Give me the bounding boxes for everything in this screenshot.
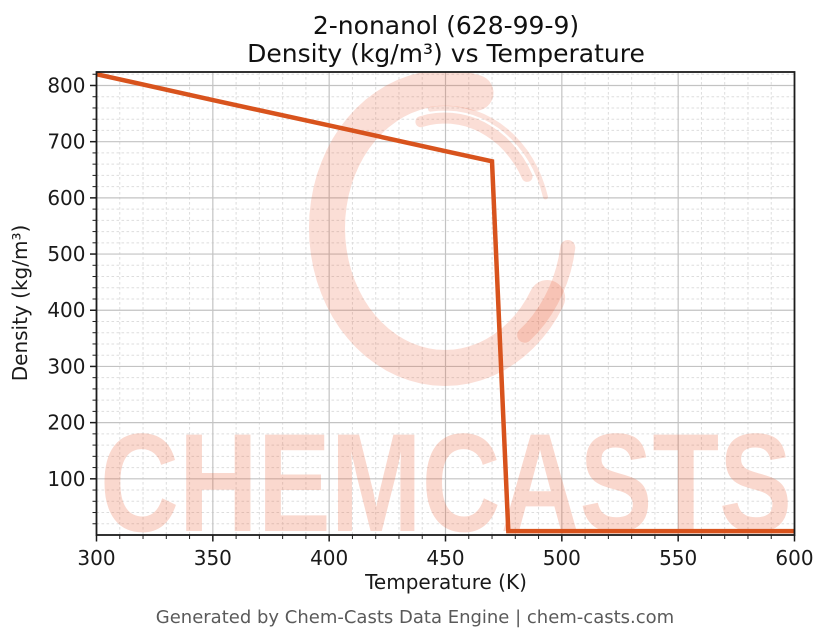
x-tick-label: 550 (659, 546, 697, 570)
y-tick-label: 800 (47, 73, 85, 97)
chemcasts-c-swirl-logo-icon (308, 72, 576, 387)
x-axis-label: Temperature (K) (364, 570, 527, 594)
watermark-group: CHEMCASTS (100, 72, 792, 561)
chemcasts-logo-stroke (428, 105, 548, 200)
x-tick-label: 450 (426, 546, 464, 570)
chart-title-line1: 2-nonanol (628-99-9) (313, 11, 579, 40)
y-tick-label: 300 (47, 354, 85, 378)
footer-credit: Generated by Chem-Casts Data Engine | ch… (156, 607, 674, 628)
density-line (96, 72, 795, 534)
y-tick-label: 500 (47, 242, 85, 266)
axis-ticks (90, 73, 796, 542)
x-tick-label: 600 (775, 546, 813, 570)
axis-tick-labels: 300 350 400 450 500 550 600 100 200 300 400 500 600 7… (47, 73, 813, 570)
y-tick-label: 100 (47, 467, 85, 491)
y-tick-label: 600 (47, 186, 85, 210)
x-tick-label: 350 (194, 546, 232, 570)
watermark-text: CHEMCASTS (100, 404, 792, 561)
x-tick-label: 300 (77, 546, 115, 570)
y-axis-label: Density (kg/m³) (8, 225, 32, 382)
density-curve (96, 72, 795, 534)
y-tick-label: 200 (47, 411, 85, 435)
chemcasts-logo-stroke (415, 112, 533, 182)
y-tick-label: 400 (47, 298, 85, 322)
chemcasts-logo-stroke (517, 240, 576, 343)
x-tick-label: 500 (543, 546, 581, 570)
x-tick-label: 400 (310, 546, 348, 570)
chart-title-line2: Density (kg/m³) vs Temperature (247, 39, 645, 68)
y-tick-label: 700 (47, 130, 85, 154)
chemcasts-logo-stroke (308, 72, 566, 387)
